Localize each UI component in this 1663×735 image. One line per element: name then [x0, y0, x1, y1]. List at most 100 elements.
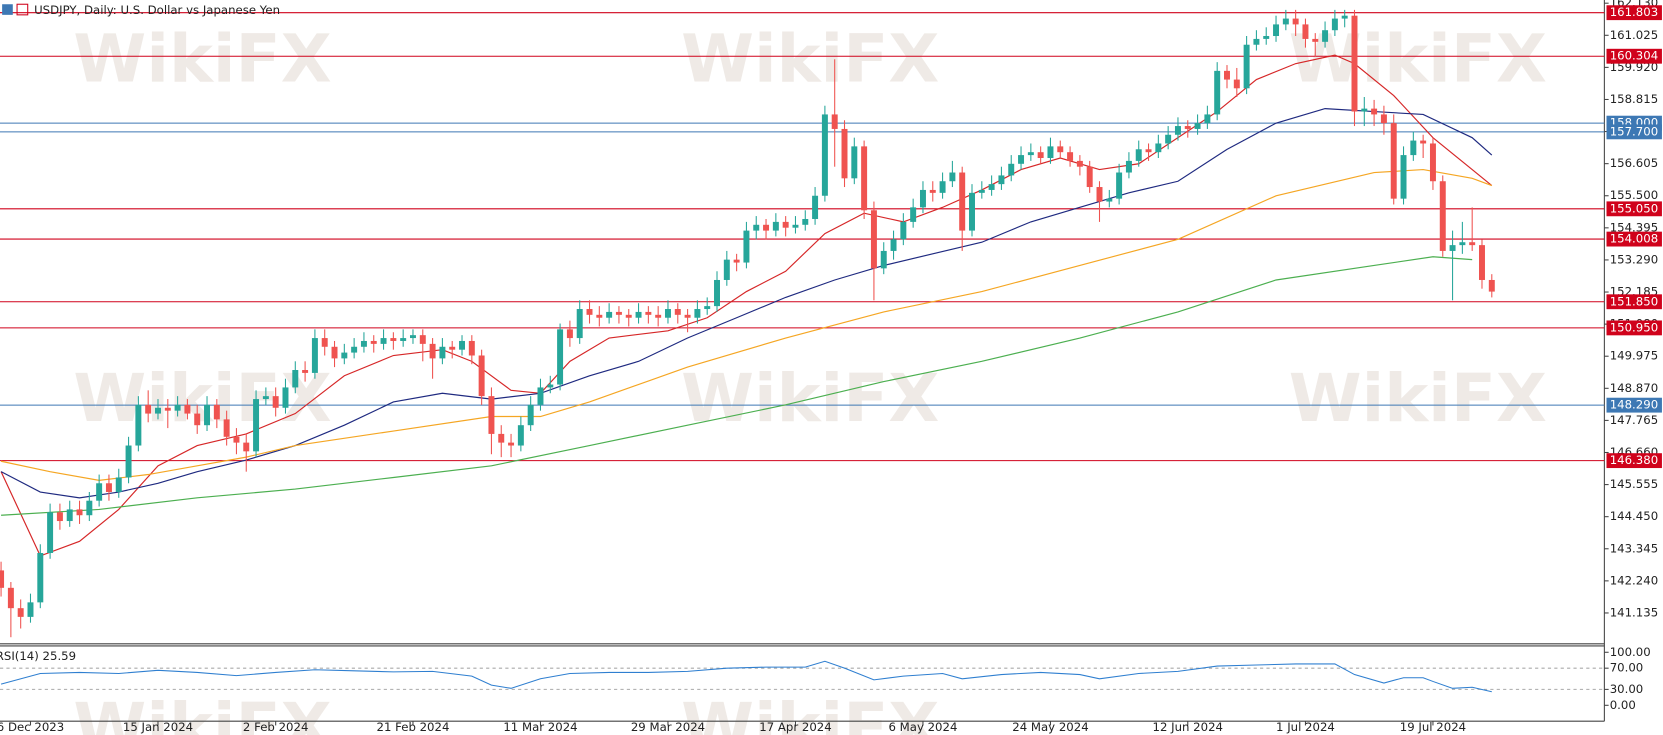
candle-body	[1047, 146, 1054, 158]
y-tick-label: 161.025	[1610, 28, 1658, 42]
chart-title: USDJPY, Daily: U.S. Dollar vs Japanese Y…	[34, 3, 280, 17]
candle-body	[125, 445, 132, 478]
candle-body	[1067, 152, 1074, 161]
level-label: 148.290	[1610, 398, 1658, 412]
candle-body	[1302, 24, 1309, 39]
candle-body	[831, 114, 838, 129]
x-tick-label: 6 May 2024	[888, 720, 957, 734]
candle-body	[694, 309, 701, 318]
candle-body	[1125, 160, 1132, 173]
level-label-box	[1606, 294, 1662, 310]
candle-body	[223, 419, 230, 437]
candle-body	[1096, 187, 1103, 202]
candle-body	[331, 346, 338, 359]
y-tick-label: 147.765	[1610, 413, 1658, 427]
x-tick-label: 11 Mar 2024	[503, 720, 577, 734]
x-tick-label: 29 Mar 2024	[631, 720, 705, 734]
candle-body	[547, 384, 554, 388]
x-tick-label: 2 Feb 2024	[243, 720, 308, 734]
candle-body	[155, 407, 161, 414]
candle-body	[1057, 146, 1064, 153]
candle-body	[566, 329, 573, 339]
watermark: WikiFX	[73, 360, 331, 437]
candle-body	[1076, 160, 1083, 167]
candle-body	[1106, 198, 1113, 202]
y-tick-label: 142.240	[1610, 573, 1658, 587]
candle-body	[1018, 155, 1025, 164]
candle-body	[1224, 70, 1230, 80]
candle-body	[1037, 152, 1044, 158]
moving-average	[0, 169, 1493, 481]
icon	[16, 3, 29, 16]
level-label: 146.380	[1610, 453, 1658, 467]
candle-body	[409, 335, 416, 339]
x-tick-label: 15 Jan 2024	[123, 720, 193, 734]
candle-body	[625, 314, 632, 318]
x-tick-label: 17 Apr 2024	[759, 720, 831, 734]
candle-body	[1312, 38, 1319, 42]
candle-body	[1292, 18, 1299, 25]
candle-body	[792, 224, 799, 228]
level-label: 157.700	[1610, 124, 1658, 138]
y-tick-label: 155.500	[1610, 188, 1658, 202]
candle-body	[360, 340, 367, 347]
candle-body	[1400, 155, 1407, 199]
candle-body	[184, 404, 191, 414]
candle-body	[949, 172, 956, 182]
candle-body	[370, 340, 377, 344]
candle-body	[1361, 108, 1368, 112]
candle-body	[1155, 143, 1162, 153]
level-label-box	[1606, 397, 1662, 413]
candle-body	[1459, 242, 1466, 246]
x-tick-label: 12 Jun 2024	[1153, 720, 1223, 734]
candle-body	[233, 436, 240, 443]
candle-body	[1331, 18, 1338, 31]
candle-body	[488, 396, 495, 434]
candle-body	[164, 407, 171, 411]
watermark: WikiFX	[1289, 21, 1547, 98]
chart-header: USDJPY, Daily: U.S. Dollar vs Japanese Y…	[2, 3, 280, 17]
candle-body	[174, 404, 181, 411]
candle-body	[645, 311, 652, 315]
y-tick-label: 100.00	[1610, 645, 1651, 659]
candle-body	[821, 114, 828, 196]
candle-body	[851, 146, 858, 179]
watermark: WikiFX	[73, 689, 331, 735]
candle-body	[321, 338, 328, 347]
candle-body	[508, 442, 515, 446]
candle-body	[1469, 242, 1476, 246]
candle-body	[802, 218, 809, 225]
candle-body	[988, 184, 995, 190]
candle-body	[351, 346, 358, 353]
candle-body	[96, 483, 103, 501]
moving-average	[0, 108, 1493, 499]
candle-body	[1380, 114, 1387, 124]
y-tick-label: 70.00	[1610, 661, 1644, 675]
level-label-box	[1606, 231, 1662, 247]
y-tick-label: 156.605	[1610, 156, 1658, 170]
level-label-box	[1606, 453, 1662, 469]
y-tick-label: 149.975	[1610, 349, 1658, 363]
x-tick-label: 19 Jul 2024	[1400, 720, 1466, 734]
candle-body	[684, 314, 691, 318]
x-tick-label: 24 May 2024	[1012, 720, 1088, 734]
candle-body	[1371, 108, 1378, 115]
y-tick-label: 158.815	[1610, 92, 1658, 106]
y-tick-label: 148.870	[1610, 381, 1658, 395]
candle-body	[76, 509, 83, 516]
candle-body	[733, 259, 740, 263]
y-tick-label: 162.130	[1610, 0, 1658, 10]
candle-body	[596, 314, 603, 318]
candle-body	[763, 224, 770, 231]
candle-body	[429, 343, 436, 359]
candle-body	[880, 250, 887, 269]
candle-body	[1027, 152, 1034, 156]
candle-body	[1429, 143, 1436, 182]
candle-body	[890, 239, 897, 251]
candle-body	[1282, 18, 1289, 25]
candle-body	[870, 210, 877, 269]
candle-body	[498, 433, 505, 443]
candle-body	[900, 221, 907, 240]
candle-body	[1135, 149, 1142, 161]
